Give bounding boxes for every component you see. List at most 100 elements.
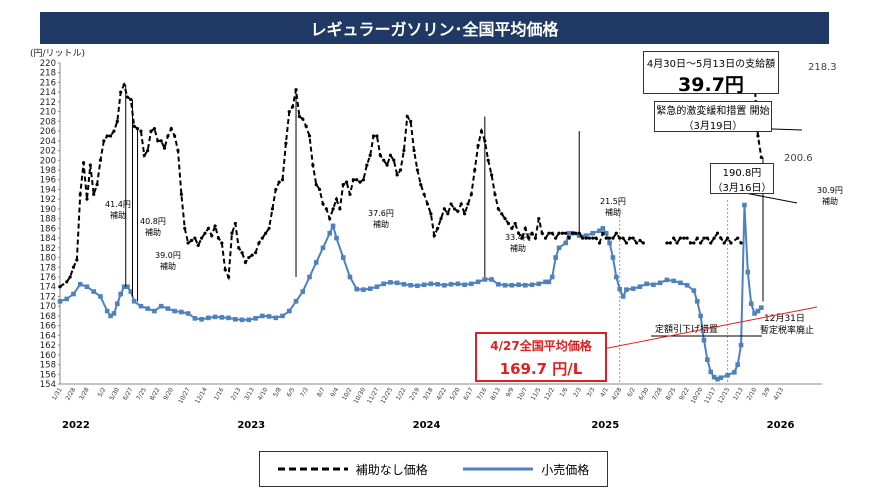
- unsubsidized-price-point: [476, 144, 480, 148]
- emergency-callout: 緊急的激変緩和措置 開始 （3月19日）: [654, 101, 772, 132]
- x-tick-label: 9/20: [162, 386, 175, 401]
- y-tick-label: 168: [40, 312, 56, 322]
- subsidy-caption: 補助: [160, 261, 176, 271]
- unsubsidized-price-point: [358, 180, 362, 184]
- x-tick-label: 6/5: [285, 386, 296, 398]
- x-tick-label: 4/28: [611, 386, 624, 401]
- retail-price-point: [752, 311, 757, 316]
- x-tick-label: 5/8: [272, 386, 283, 398]
- unsubsidized-price-point: [183, 226, 187, 230]
- x-tick-label: 5/30: [108, 386, 121, 401]
- x-tick-label: 7/28: [651, 386, 664, 401]
- retail-price-point: [253, 316, 258, 321]
- retail-price-point: [118, 291, 123, 297]
- retail-price-point: [442, 282, 447, 288]
- subsidy-caption: 補助: [373, 219, 389, 229]
- y-tick-label: 194: [40, 185, 56, 195]
- unsubsidized-price-point: [388, 153, 393, 158]
- year-label: 2026: [767, 420, 795, 431]
- unsubsidized-price-line: [666, 231, 742, 245]
- unsubsidized-price-point: [307, 134, 312, 138]
- unsubsidized-price-point: [601, 231, 605, 235]
- x-tick-label: 5/20: [449, 386, 462, 401]
- retail-price-point: [651, 282, 656, 288]
- retail-price-point: [694, 299, 700, 304]
- unsubsidized-price-point: [425, 202, 430, 206]
- retail-price-point: [327, 230, 333, 236]
- unsubsidized-price-point: [607, 236, 612, 240]
- y-tick-label: 210: [40, 108, 56, 118]
- unsubsidized-price-point: [277, 180, 281, 184]
- unsubsidized-price-point: [668, 241, 672, 245]
- x-tick-label: 7/16: [476, 386, 489, 401]
- y-tick-label: 184: [40, 234, 56, 244]
- unsubsidized-price-point: [560, 231, 564, 235]
- average-price-value: 169.7 円/L: [499, 360, 583, 378]
- retail-price-point: [600, 226, 606, 231]
- unsubsidized-price-point: [584, 236, 588, 240]
- unsubsidized-price-point: [115, 119, 119, 123]
- retail-price-point: [502, 282, 508, 288]
- retail-price-point: [111, 311, 117, 316]
- y-axis-label: (円/リットル): [30, 48, 85, 59]
- retail-price-point: [381, 281, 386, 287]
- subsidy-amount-label: 33.4円: [505, 233, 531, 242]
- unsubsidized-price-point: [226, 275, 231, 279]
- y-tick-label: 198: [40, 166, 56, 176]
- unsubsidized-price-point: [321, 202, 325, 206]
- unsubsidized-price-point: [82, 161, 86, 165]
- unsubsidized-price-point: [398, 168, 403, 172]
- x-tick-label: 9/4: [329, 386, 340, 398]
- unsubsidized-price-point: [156, 139, 160, 143]
- unsubsidized-price-point: [166, 134, 170, 138]
- subsidy-caption: 補助: [145, 227, 161, 237]
- unsubsidized-price-point: [162, 146, 167, 150]
- x-tick-label: 2/19: [408, 386, 421, 401]
- unsubsidized-price-point: [375, 134, 379, 138]
- unsubsidized-price-point: [250, 253, 254, 257]
- y-tick-label: 212: [40, 98, 56, 108]
- unsubsidized-price-point: [186, 241, 190, 245]
- x-tick-label: 3/28: [78, 386, 91, 401]
- retail-price-point: [759, 305, 764, 310]
- retail-price-point: [735, 362, 741, 367]
- year-label: 2025: [591, 420, 619, 431]
- emergency-date: （3月19日）: [683, 121, 743, 132]
- retail-price-point: [138, 303, 144, 309]
- retail-price-point: [128, 289, 134, 294]
- average-price-callout: 4/27全国平均価格 169.7 円/L: [475, 332, 607, 382]
- retail-price-point: [698, 313, 703, 319]
- solid-line-swatch: [463, 467, 534, 471]
- legend-item-solid: 小売価格: [463, 461, 589, 478]
- retail-price-point: [233, 317, 238, 322]
- unsubsidized-price-point: [496, 207, 500, 211]
- unsubsidized-price-point: [624, 241, 629, 245]
- unsubsidized-price-point: [692, 241, 696, 245]
- unsubsidized-price-point: [432, 234, 436, 238]
- retail-price-point: [496, 281, 501, 287]
- retail-price-point: [455, 281, 461, 287]
- unsubsidized-price-point: [631, 236, 635, 240]
- unsubsidized-price-point: [446, 212, 450, 216]
- subsidy-caption: 補助: [510, 243, 526, 253]
- y-tick-label: 220: [40, 59, 56, 69]
- unsubsidized-price-point: [210, 234, 214, 238]
- retail-price-point: [614, 274, 619, 280]
- y-tick-label: 190: [40, 205, 56, 215]
- subsidy-caption: 補助: [822, 196, 838, 206]
- unsubsidized-price-point: [604, 236, 608, 240]
- unsubsidized-price-point: [665, 241, 669, 245]
- subsidy-amount-label: 41.4円: [105, 200, 131, 209]
- y-tick-label: 196: [40, 176, 56, 186]
- x-tick-label: 11/5: [530, 386, 543, 401]
- retail-price-point: [313, 260, 319, 265]
- unsubsidized-price-point: [125, 95, 130, 99]
- subsidy-amount-label: 37.6円: [368, 209, 394, 218]
- retail-price-point: [266, 314, 272, 319]
- unsubsidized-price-point: [513, 221, 517, 226]
- unsubsidized-price-point: [146, 148, 150, 153]
- retail-price-point: [708, 369, 714, 375]
- unsubsidized-price-point: [715, 231, 720, 235]
- x-tick-label: 2/10: [745, 386, 758, 401]
- x-tick-label: 1/16: [213, 386, 226, 401]
